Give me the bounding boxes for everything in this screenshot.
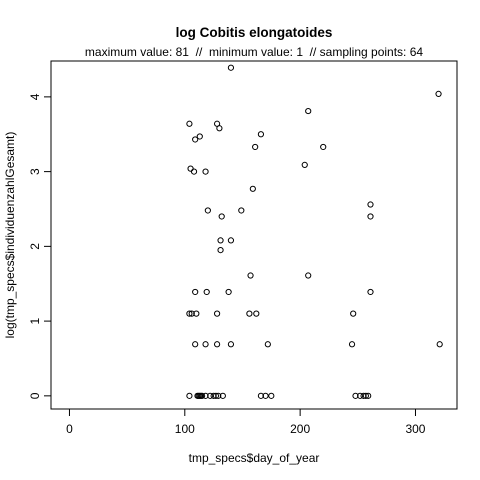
x-tick-label: 300 xyxy=(405,422,425,436)
data-point xyxy=(212,392,220,399)
data-point xyxy=(264,341,271,348)
data-point xyxy=(320,143,327,151)
chart-title: log Cobitis elongatoides xyxy=(176,25,333,40)
y-tick-label: 0 xyxy=(28,392,42,399)
data-point xyxy=(202,392,209,399)
data-point xyxy=(436,341,443,348)
data-point xyxy=(215,392,222,399)
data-point xyxy=(193,310,200,317)
data-point xyxy=(192,341,199,348)
data-point xyxy=(435,90,442,97)
data-point xyxy=(357,392,364,399)
y-tick-label: 1 xyxy=(28,317,42,324)
data-point xyxy=(360,392,367,399)
data-point xyxy=(367,201,374,208)
data-point xyxy=(190,168,198,175)
data-point xyxy=(238,207,245,214)
data-point xyxy=(217,237,224,244)
x-tick-label: 200 xyxy=(290,422,310,436)
data-point xyxy=(257,131,265,138)
data-point xyxy=(268,392,275,399)
data-point xyxy=(207,392,214,399)
x-axis-label: tmp_specs$day_of_year xyxy=(189,451,320,465)
data-point xyxy=(246,310,253,317)
data-point xyxy=(227,237,235,244)
data-point xyxy=(219,392,226,399)
data-point xyxy=(213,341,221,348)
data-point xyxy=(210,392,217,399)
data-point xyxy=(216,125,223,132)
data-point xyxy=(350,310,357,317)
x-axis: 0 100 200 300 xyxy=(66,408,426,436)
data-point xyxy=(367,213,374,220)
data-point xyxy=(257,392,265,399)
x-tick-label: 0 xyxy=(66,422,73,436)
data-point xyxy=(213,310,221,317)
data-point xyxy=(301,161,308,168)
data-point xyxy=(217,246,224,254)
y-tick-label: 2 xyxy=(28,243,42,250)
y-tick-label: 3 xyxy=(28,168,42,175)
data-point xyxy=(252,143,259,151)
data-point xyxy=(186,392,193,399)
data-point xyxy=(249,185,256,192)
data-point xyxy=(352,392,359,399)
data-point xyxy=(192,288,199,296)
x-tick-label: 100 xyxy=(175,422,195,436)
data-point xyxy=(227,64,235,71)
data-point xyxy=(348,341,356,348)
data-point xyxy=(192,136,199,143)
data-point xyxy=(365,392,372,399)
y-axis: 0 1 2 3 4 xyxy=(28,93,52,399)
data-points xyxy=(186,64,443,399)
data-point xyxy=(247,272,254,279)
data-point xyxy=(186,310,193,317)
data-point xyxy=(204,207,211,214)
data-point xyxy=(202,168,209,175)
data-point xyxy=(198,392,206,399)
data-point xyxy=(253,310,260,317)
data-point xyxy=(227,341,235,348)
y-axis-label: log(tmp_specs$individuenzahlGesamt) xyxy=(3,132,17,339)
data-point xyxy=(196,133,203,140)
data-point xyxy=(262,392,269,399)
data-point xyxy=(186,120,193,127)
data-point xyxy=(187,165,194,172)
data-point xyxy=(188,310,195,317)
data-point xyxy=(362,392,369,399)
chart-subtitle: maximum value: 81 // minimum value: 1 //… xyxy=(85,45,423,59)
data-point xyxy=(305,107,312,115)
data-point xyxy=(305,272,312,279)
plot-frame xyxy=(50,60,458,410)
data-point xyxy=(202,341,209,348)
data-point xyxy=(203,288,210,296)
data-point xyxy=(367,288,374,296)
data-point xyxy=(218,213,225,220)
y-tick-label: 4 xyxy=(28,93,42,100)
data-point xyxy=(225,288,232,296)
